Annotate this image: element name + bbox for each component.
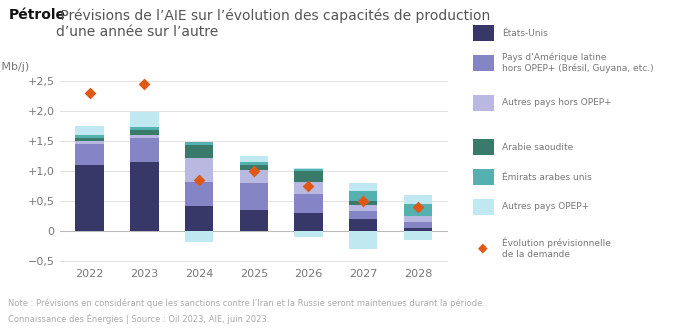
Bar (185, 142, 214, 145)
Bar (239, 170, 268, 183)
Bar (76, 165, 104, 231)
Bar (404, 228, 432, 231)
Bar (130, 162, 158, 231)
Point (412, 204, 423, 210)
Text: Connaissance des Énergies | Source : Oil 2023, AIE, juin 2023.: Connaissance des Énergies | Source : Oil… (8, 314, 270, 324)
Bar (130, 138, 158, 162)
Bar (349, 191, 377, 201)
Bar (185, 231, 214, 242)
Bar (130, 112, 158, 127)
Bar (294, 171, 323, 182)
Text: Autres pays hors OPEP+: Autres pays hors OPEP+ (502, 98, 612, 107)
Text: Évolution prévisionnelle
de la demande: Évolution prévisionnelle de la demande (502, 237, 611, 259)
Point (139, 82, 150, 87)
Point (303, 183, 314, 189)
Bar (76, 126, 104, 135)
Text: ◆: ◆ (478, 242, 488, 254)
Bar (404, 222, 432, 228)
Bar (294, 182, 323, 194)
Bar (349, 219, 377, 231)
Bar (130, 127, 158, 130)
Bar (294, 168, 323, 169)
Bar (239, 183, 268, 210)
Bar (404, 216, 432, 222)
Point (248, 168, 260, 174)
Bar (76, 135, 104, 138)
Bar (130, 130, 158, 135)
Bar (239, 165, 268, 170)
Bar (404, 204, 432, 216)
Point (193, 177, 204, 182)
Bar (76, 141, 104, 144)
Bar (185, 182, 214, 206)
Bar (349, 211, 377, 219)
Bar (185, 158, 214, 182)
Bar (349, 205, 377, 211)
Text: Prévisions de l’AIE sur l’évolution des capacités de production
d’une année sur : Prévisions de l’AIE sur l’évolution des … (56, 8, 490, 39)
Text: États-Unis: États-Unis (502, 28, 547, 38)
Bar (349, 183, 377, 191)
Text: Arabie saoudite: Arabie saoudite (502, 143, 573, 152)
Bar (404, 231, 432, 240)
Bar (239, 162, 268, 165)
Bar (294, 231, 323, 237)
Bar (185, 145, 214, 158)
Bar (239, 210, 268, 231)
Text: Autres pays OPEP+: Autres pays OPEP+ (502, 202, 589, 211)
Bar (130, 135, 158, 138)
Text: Note : Prévisions en considérant que les sanctions contre l’Iran et la Russie se: Note : Prévisions en considérant que les… (8, 298, 485, 308)
Bar (76, 144, 104, 165)
Bar (76, 138, 104, 141)
Bar (349, 231, 377, 249)
Y-axis label: (Mb/j): (Mb/j) (0, 62, 29, 72)
Point (358, 198, 369, 204)
Bar (294, 169, 323, 171)
Bar (294, 213, 323, 231)
Bar (349, 201, 377, 205)
Point (84, 90, 95, 96)
Text: Pétrole: Pétrole (8, 8, 65, 22)
Text: Émirats arabes unis: Émirats arabes unis (502, 173, 592, 182)
Bar (239, 156, 268, 162)
Bar (404, 195, 432, 204)
Bar (294, 194, 323, 213)
Bar (185, 206, 214, 231)
Text: Pays d’Amérique latine
hors OPEP+ (Brésil, Guyana, etc.): Pays d’Amérique latine hors OPEP+ (Brési… (502, 52, 654, 73)
